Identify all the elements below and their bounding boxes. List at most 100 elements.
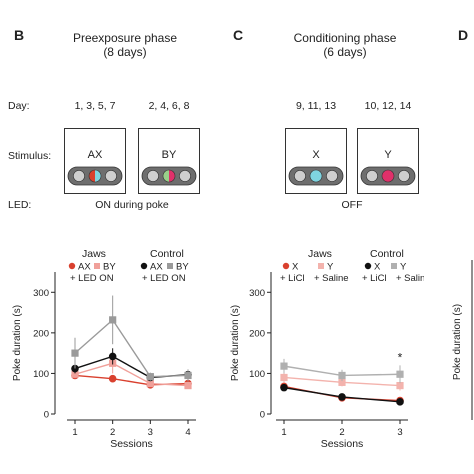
- data-point: [396, 370, 404, 378]
- preexposure-title-line2: (8 days): [103, 44, 147, 59]
- nosepoke-device-by: [141, 166, 197, 186]
- series-line: [74, 355, 189, 379]
- panel-letter-b: B: [14, 27, 25, 43]
- conditioning-title-line1: Conditioning phase: [293, 31, 397, 45]
- y-tick-label: 0: [260, 410, 265, 421]
- data-point: [280, 362, 288, 370]
- series-3: [71, 295, 192, 382]
- stimulus-y-label: Y: [384, 149, 392, 161]
- legend-c-group2: Control: [370, 248, 404, 260]
- preexposure-title-line1: Preexposure phase: [72, 31, 178, 45]
- legend-b-s4: BY: [176, 262, 189, 273]
- data-point: [108, 352, 117, 361]
- nosepoke-device-ax: [67, 166, 123, 186]
- conditioning-title: Conditioning phase (6 days): [280, 31, 410, 60]
- stimulus-ax-label: AX: [87, 149, 103, 161]
- legend-c-cond2: + Saline: [314, 273, 349, 284]
- legend-b-marker-ax-jaws: [68, 262, 76, 270]
- y-axis-label: Poke duration (s): [12, 305, 23, 381]
- x-tick-label: 1: [281, 427, 286, 438]
- data-point: [109, 316, 117, 324]
- y-tick-label: 300: [33, 288, 49, 299]
- legend-b-cond2: + LED ON: [142, 273, 186, 284]
- stimulus-box-by: BY: [138, 128, 200, 194]
- x-axis-label: Sessions: [110, 438, 153, 450]
- stim-cyan-half: [95, 170, 101, 182]
- days-ax: 1, 3, 5, 7: [74, 100, 116, 112]
- conditioning-title-line2: (6 days): [323, 44, 367, 59]
- x-tick-label: 2: [339, 427, 344, 438]
- data-point: [184, 382, 192, 390]
- legend-b-group2: Control: [150, 248, 184, 260]
- stimulus-box-y: Y: [357, 128, 419, 194]
- legend-c-group1: Jaws: [308, 248, 332, 260]
- significance-annotation: *: [398, 350, 403, 364]
- days-y: 10, 12, 14: [364, 100, 412, 112]
- legend-b-s2: BY: [103, 262, 116, 273]
- stimulus-x-label: X: [312, 149, 320, 161]
- y-axis-label: Poke duration (s): [230, 305, 241, 381]
- plot-area-b: [71, 295, 192, 390]
- stimulus-row-label: Stimulus:: [8, 150, 52, 162]
- legend-c-cond1: + LiCl: [280, 273, 305, 284]
- legend-c-marker-x-jaws: [282, 262, 290, 270]
- x-tick-label: 1: [72, 427, 77, 438]
- x-tick-label: 2: [110, 427, 115, 438]
- x-tick-label: 3: [148, 427, 153, 438]
- legend-b-s3: AX: [150, 262, 163, 273]
- series-2: [280, 383, 404, 406]
- y-tick-label: 0: [44, 410, 49, 421]
- poke-duration-chart-b: Jaws Control AX BY AX BY + LED ON + LED …: [12, 248, 196, 450]
- y-tick-label: 200: [249, 328, 265, 339]
- y-tick-label: 100: [249, 369, 265, 380]
- data-point: [71, 370, 79, 378]
- y-tick-label: 300: [249, 288, 265, 299]
- legend-c-s2: Y: [327, 262, 334, 273]
- legend-c-marker-y-jaws: [318, 263, 324, 269]
- series-line: [74, 362, 189, 387]
- legend-b-marker-ax-control: [140, 262, 148, 270]
- legend-c-s3: X: [374, 262, 381, 273]
- legend-b-s1: AX: [78, 262, 91, 273]
- series-line: [74, 318, 189, 378]
- panel-letter-d: D: [458, 27, 469, 43]
- x-axis-label: Sessions: [321, 438, 364, 450]
- legend-b: Jaws Control AX BY AX BY + LED ON + LED …: [68, 248, 189, 284]
- poke-duration-chart-c: Jaws Control X Y X Y + LiCl + Saline + L…: [230, 248, 424, 450]
- legend-c-marker-x-control: [364, 262, 372, 270]
- nosepoke-device-y: [360, 166, 416, 186]
- x-tick-label: 3: [397, 427, 402, 438]
- data-point: [184, 371, 192, 380]
- data-point: [71, 349, 79, 357]
- data-point: [338, 393, 346, 401]
- y-axis-label-d: Poke duration (s): [452, 304, 463, 380]
- legend-b-marker-by-jaws: [94, 263, 100, 269]
- legend-c-cond4: + Saline: [396, 273, 424, 284]
- panel-letter-c: C: [233, 27, 244, 43]
- data-point: [338, 371, 346, 380]
- stim-magenta-light: [381, 169, 395, 183]
- stimulus-by-label: BY: [161, 149, 177, 161]
- data-point: [338, 378, 346, 386]
- legend-b-cond1: + LED ON: [70, 273, 114, 284]
- stimulus-box-ax: AX: [64, 128, 126, 194]
- data-point: [396, 398, 404, 406]
- legend-c: Jaws Control X Y X Y + LiCl + Saline + L…: [280, 248, 424, 284]
- axes-c: 0 100 200 300 1 2 3 Sessions Poke duration (s): [230, 272, 408, 450]
- data-point: [280, 383, 288, 392]
- poke-duration-chart-d: Poke duration (s): [452, 260, 473, 420]
- data-point: [280, 373, 288, 382]
- stim-cyan-light: [309, 169, 323, 183]
- x-tick-label: 4: [185, 427, 190, 438]
- axes-b: 0 100 200 300 1 2 3 4 Sessions Poke duration (s): [12, 272, 196, 450]
- legend-c-cond3: + LiCl: [362, 273, 387, 284]
- led-text-c: OFF: [341, 199, 363, 211]
- legend-c-s4: Y: [400, 262, 407, 273]
- data-point: [396, 382, 404, 390]
- y-tick-label: 100: [33, 369, 49, 380]
- led-text-b: ON during poke: [95, 199, 169, 211]
- legend-c-s1: X: [292, 262, 299, 273]
- data-point: [146, 373, 154, 381]
- data-point: [108, 374, 117, 383]
- legend-b-group1: Jaws: [82, 248, 106, 260]
